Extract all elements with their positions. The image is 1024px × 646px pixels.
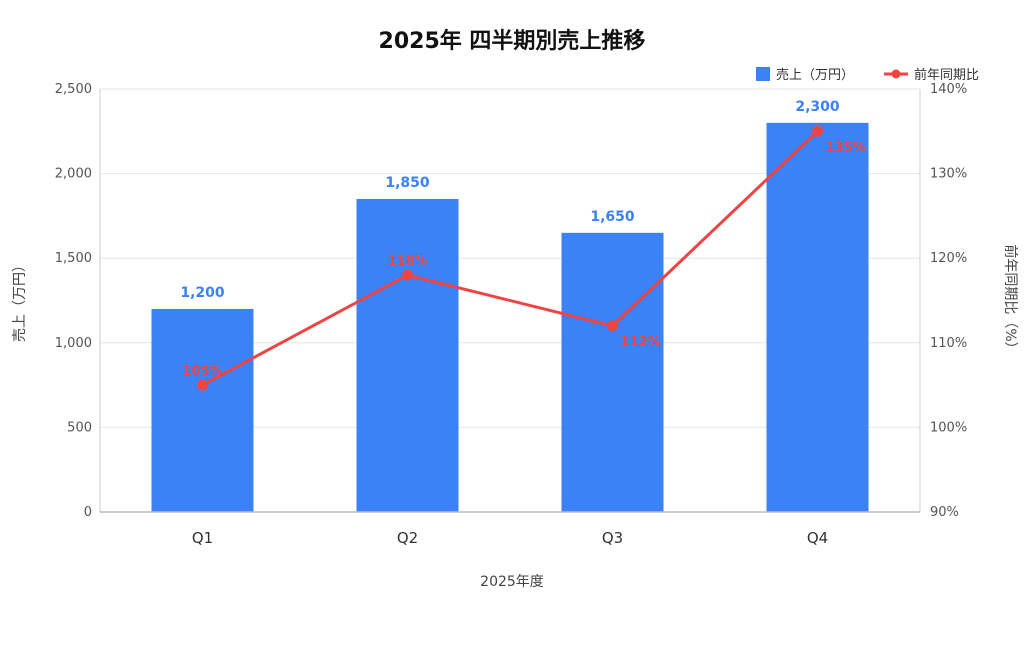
bar bbox=[151, 308, 254, 512]
x-axis-title: 2025年度 bbox=[480, 574, 544, 590]
bar-value-label: 2,300 bbox=[795, 99, 840, 115]
y2-axis-title: 前年同期比（%） bbox=[1002, 244, 1019, 355]
line-value-label: 105% bbox=[182, 364, 222, 379]
legend-marker-yoy bbox=[891, 69, 901, 79]
y2-tick-label: 90% bbox=[930, 505, 959, 520]
axes: 0 500 1,000 1,500 2,000 2,500 90% 100% 110% 120% 1… bbox=[55, 82, 967, 547]
bar-value-label: 1,200 bbox=[180, 285, 225, 301]
y-tick-label: 0 bbox=[84, 505, 92, 520]
line-value-label: 112% bbox=[620, 335, 660, 350]
chart-title: 2025年 四半期別売上推移 bbox=[379, 28, 646, 54]
y-tick-label: 1,500 bbox=[55, 251, 92, 266]
y2-tick-label: 120% bbox=[930, 251, 967, 266]
legend: 売上（万円） 前年同期比 bbox=[756, 67, 979, 83]
line-value-label: 135% bbox=[825, 140, 865, 155]
y-tick-label: 2,500 bbox=[55, 82, 92, 97]
y-axis-title: 売上（万円） bbox=[12, 258, 28, 342]
bar bbox=[356, 198, 459, 513]
data-labels: 1,200 1,850 1,650 2,300 105% 118% 112% 135% bbox=[180, 99, 865, 379]
bar-value-label: 1,850 bbox=[385, 175, 430, 191]
legend-label-yoy: 前年同期比 bbox=[914, 67, 979, 83]
x-tick-label: Q1 bbox=[192, 529, 213, 547]
y2-tick-label: 130% bbox=[930, 167, 967, 182]
y-tick-label: 1,000 bbox=[55, 336, 92, 351]
y2-tick-label: 110% bbox=[930, 336, 967, 351]
y2-tick-label: 140% bbox=[930, 82, 967, 97]
y-tick-label: 500 bbox=[67, 420, 92, 435]
y2-tick-label: 100% bbox=[930, 420, 967, 435]
y-tick-label: 2,000 bbox=[55, 167, 92, 182]
yoy-line bbox=[201, 130, 819, 387]
x-tick-label: Q3 bbox=[602, 529, 623, 547]
bar bbox=[766, 122, 869, 512]
legend-label-sales: 売上（万円） bbox=[776, 67, 854, 83]
legend-swatch-sales bbox=[756, 67, 770, 81]
x-tick-label: Q4 bbox=[807, 529, 828, 547]
line-point bbox=[197, 379, 208, 391]
line-point bbox=[402, 269, 413, 281]
x-tick-label: Q2 bbox=[397, 529, 418, 547]
line-value-label: 118% bbox=[387, 254, 427, 269]
bar-series bbox=[151, 122, 869, 513]
bar-value-label: 1,650 bbox=[590, 209, 635, 225]
bar bbox=[561, 232, 664, 512]
line-point bbox=[607, 320, 618, 332]
line-series bbox=[197, 125, 823, 391]
line-point bbox=[812, 125, 823, 137]
